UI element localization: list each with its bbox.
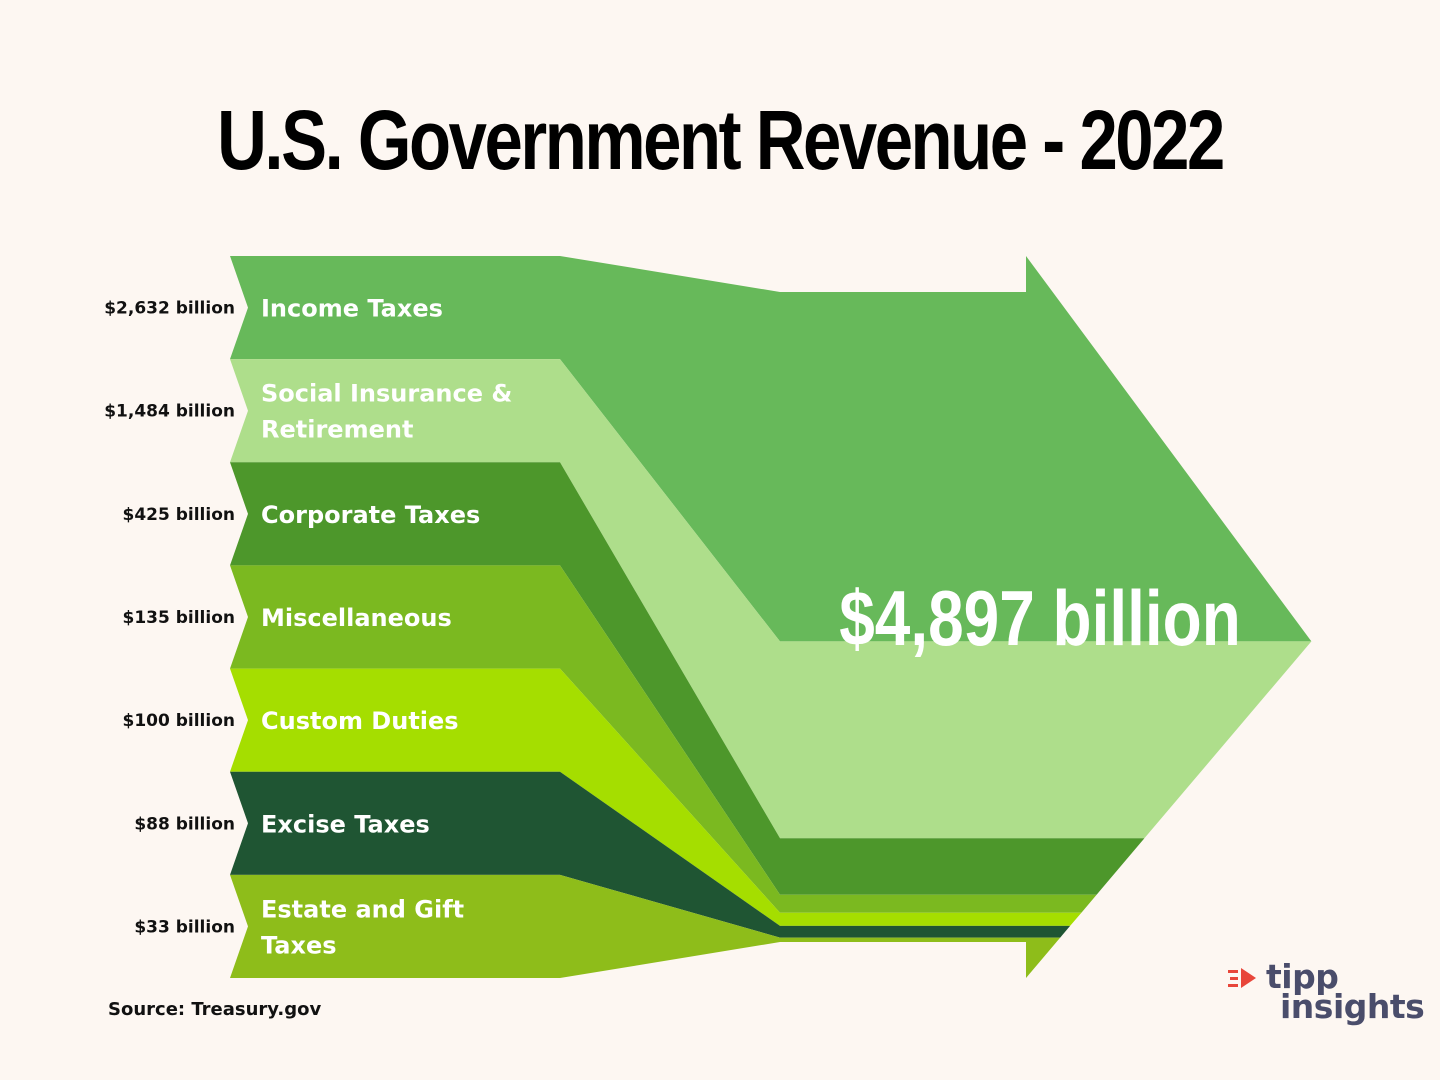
flow-band-corporate-taxes	[230, 462, 1145, 895]
category-label-income-taxes: Income Taxes	[261, 295, 443, 323]
chart-title: U.S. Government Revenue - 2022	[217, 93, 1225, 187]
value-label-income-taxes: $2,632 billion	[104, 299, 235, 319]
value-label-social-insurance-and-retirement: $1,484 billion	[104, 402, 235, 422]
tipp-insights-logo: tipp insights	[1228, 960, 1428, 1030]
source-note: Source: Treasury.gov	[108, 999, 322, 1020]
flow-band-excise-taxes	[230, 771, 1071, 938]
logo-text-tipp: tipp	[1266, 957, 1339, 996]
value-label-miscellaneous: $135 billion	[123, 608, 236, 628]
flow-band-miscellaneous	[230, 565, 1097, 913]
logo-text-insights: insights	[1280, 987, 1425, 1026]
category-label-custom-duties: Custom Duties	[261, 707, 459, 735]
value-label-corporate-taxes: $425 billion	[123, 505, 236, 525]
logo-mark-icon	[1228, 968, 1256, 988]
flow-band-estate-and-gift-taxes	[230, 874, 1061, 978]
flow-band-social-insurance-and-retirement	[230, 359, 1312, 839]
category-label-estate-and-gift-taxes: Estate and Gift Taxes	[261, 895, 464, 959]
category-label-miscellaneous: Miscellaneous	[261, 604, 452, 632]
category-label-excise-taxes: Excise Taxes	[261, 810, 430, 838]
flow-band-income-taxes	[230, 256, 1312, 642]
value-label-excise-taxes: $88 billion	[134, 814, 235, 834]
category-label-social-insurance-and-retirement: Social Insurance & Retirement	[261, 380, 512, 444]
value-label-estate-and-gift-taxes: $33 billion	[134, 917, 235, 937]
flow-band-custom-duties	[230, 668, 1082, 926]
category-label-corporate-taxes: Corporate Taxes	[261, 501, 480, 529]
total-revenue-label: $4,897 billion	[839, 575, 1241, 662]
value-label-custom-duties: $100 billion	[123, 711, 236, 731]
